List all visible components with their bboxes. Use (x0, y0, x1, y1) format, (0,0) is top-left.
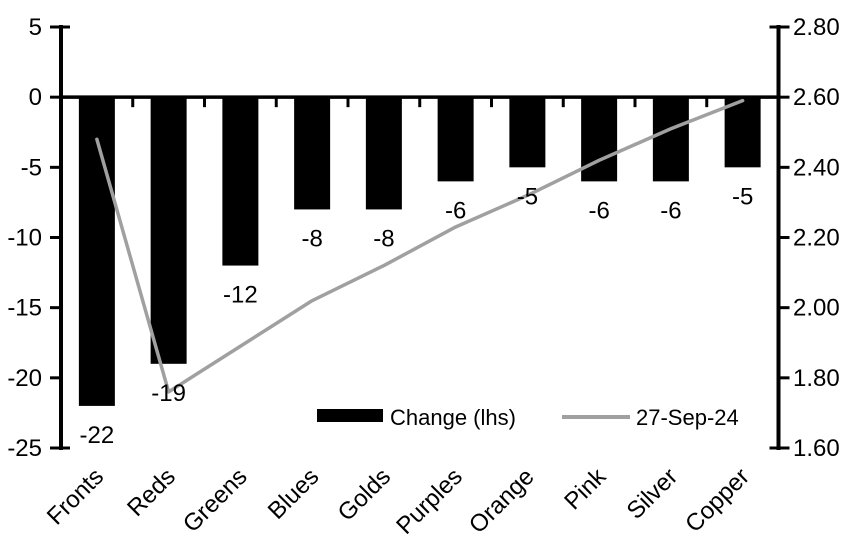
left-axis-label: -15 (7, 295, 42, 322)
bar (724, 97, 761, 168)
bar (222, 97, 259, 266)
bar (509, 97, 546, 168)
bar-data-label: -8 (373, 225, 394, 252)
bar-data-label: -5 (517, 183, 538, 210)
left-axis-label: -25 (7, 435, 42, 462)
right-axis-label: 2.60 (793, 84, 840, 111)
bar (365, 97, 402, 210)
left-axis-label: 0 (29, 84, 42, 111)
legend-line-swatch (562, 415, 630, 419)
bar-data-label: -19 (151, 380, 186, 407)
legend-line-label: 27-Sep-24 (636, 405, 739, 430)
bar (437, 97, 474, 182)
bar-data-label: -22 (80, 422, 115, 449)
bar-data-label: -5 (732, 183, 753, 210)
right-axis-label: 2.20 (793, 225, 840, 252)
bar-data-label: -6 (445, 197, 466, 224)
legend-bar-swatch (317, 409, 383, 422)
bar-data-label: -8 (301, 225, 322, 252)
bar (294, 97, 331, 210)
right-axis-label: 2.40 (793, 154, 840, 181)
bar (652, 97, 689, 182)
right-axis-label: 2.00 (793, 295, 840, 322)
left-axis-label: -5 (21, 154, 42, 181)
bar (150, 97, 187, 364)
bar-data-label: -6 (660, 197, 681, 224)
left-axis-label: -10 (7, 225, 42, 252)
right-axis-label: 1.60 (793, 435, 840, 462)
legend-bar-label: Change (lhs) (390, 405, 516, 430)
bar-data-label: -12 (223, 282, 258, 309)
line-series (95, 98, 745, 394)
right-axis-label: 2.80 (793, 14, 840, 41)
bar-data-label: -6 (588, 197, 609, 224)
left-axis-label: 5 (29, 14, 42, 41)
right-axis-label: 1.80 (793, 365, 840, 392)
bar (78, 97, 115, 406)
left-axis-label: -20 (7, 365, 42, 392)
